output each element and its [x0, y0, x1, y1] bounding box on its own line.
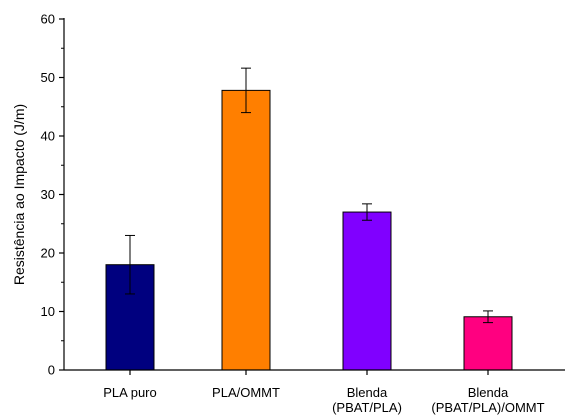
- x-tick-label: PLA puro: [103, 385, 157, 400]
- bar: [342, 211, 392, 371]
- bars-layer: [105, 89, 513, 371]
- y-axis-label: Resistência ao Impacto (J/m): [11, 104, 27, 285]
- y-tick-label: 40: [41, 129, 55, 144]
- x-labels-layer: PLA puro PLA/OMMT Blenda(PBAT/PLA)Blenda(P…: [103, 370, 545, 415]
- x-tick-label: Blenda: [347, 385, 388, 400]
- bar: [463, 316, 513, 371]
- y-tick-label: 30: [41, 187, 55, 202]
- y-ticks-layer: 0 10 20 30 40 50 60: [41, 12, 64, 378]
- y-tick-label: 20: [41, 246, 55, 261]
- y-tick-label: 50: [41, 70, 55, 85]
- x-tick-label: Blenda: [468, 385, 509, 400]
- y-tick-label: 10: [41, 304, 55, 319]
- x-tick-label: (PBAT/PLA)/OMMT: [431, 400, 544, 415]
- y-tick-label: 0: [48, 363, 55, 378]
- bar: [221, 89, 271, 371]
- error-bars-layer: [125, 67, 493, 324]
- x-tick-label: PLA/OMMT: [212, 385, 280, 400]
- y-tick-label: 60: [41, 12, 55, 27]
- x-tick-label: (PBAT/PLA): [332, 400, 402, 415]
